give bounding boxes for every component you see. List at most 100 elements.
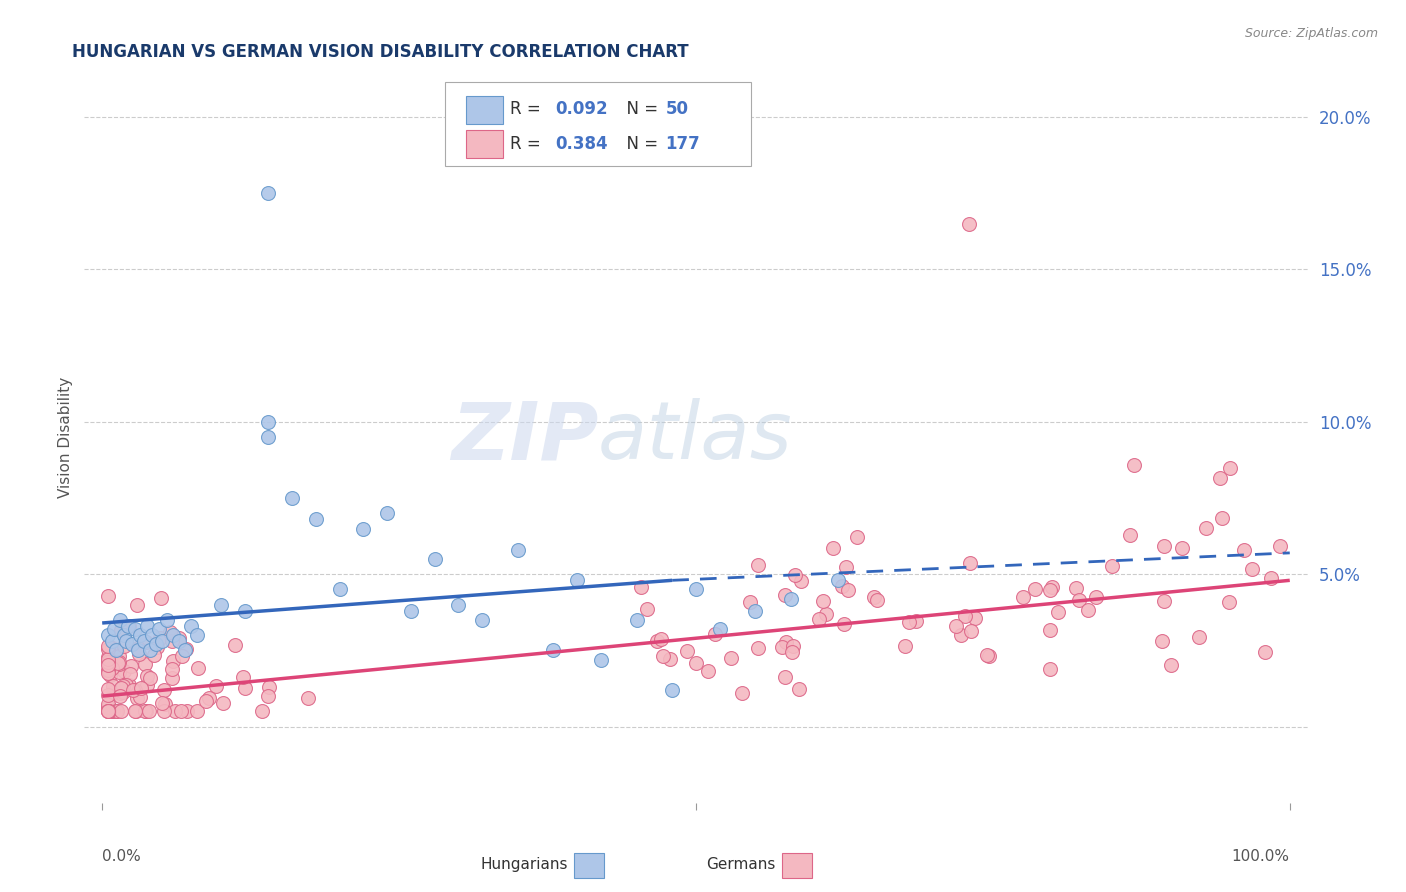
- Point: [780, 591, 803, 606]
- Point: [731, 686, 754, 700]
- Point: [134, 705, 156, 719]
- Point: [120, 659, 142, 673]
- Point: [138, 643, 160, 657]
- Point: [153, 697, 176, 711]
- Point: [100, 634, 122, 648]
- Point: [837, 583, 859, 598]
- Point: [1101, 558, 1123, 573]
- Point: [1208, 471, 1230, 485]
- Point: [1064, 581, 1087, 595]
- Point: [107, 656, 129, 670]
- Point: [953, 609, 976, 624]
- Point: [131, 681, 153, 695]
- Point: [98, 705, 121, 719]
- Point: [98, 668, 121, 682]
- Text: atlas: atlas: [598, 398, 793, 476]
- Point: [162, 654, 184, 668]
- Point: [169, 705, 191, 719]
- Point: [661, 683, 683, 698]
- Point: [1233, 543, 1256, 558]
- Point: [134, 657, 156, 671]
- Point: [1153, 594, 1175, 608]
- Point: [789, 682, 811, 697]
- Text: Hungarians: Hungarians: [479, 857, 568, 872]
- Point: [127, 641, 149, 656]
- Point: [976, 648, 998, 662]
- Point: [165, 705, 187, 719]
- Point: [257, 186, 280, 201]
- Point: [709, 622, 731, 636]
- Point: [945, 619, 967, 633]
- FancyBboxPatch shape: [574, 853, 605, 878]
- Point: [110, 705, 132, 719]
- Point: [959, 556, 981, 570]
- Point: [823, 541, 845, 555]
- Point: [352, 521, 374, 535]
- Point: [187, 660, 209, 674]
- Point: [1153, 539, 1175, 553]
- Point: [160, 662, 183, 676]
- Point: [471, 613, 494, 627]
- Point: [127, 599, 149, 613]
- Point: [97, 700, 120, 714]
- Point: [770, 640, 793, 654]
- Point: [97, 628, 120, 642]
- Point: [97, 705, 120, 719]
- Point: [186, 628, 208, 642]
- Text: R =: R =: [510, 100, 546, 118]
- Point: [252, 705, 274, 719]
- Point: [101, 684, 124, 698]
- Point: [97, 705, 120, 719]
- Point: [950, 628, 973, 642]
- Text: R =: R =: [510, 135, 546, 153]
- Point: [1188, 630, 1211, 644]
- Point: [97, 656, 120, 670]
- Text: 0.092: 0.092: [555, 100, 607, 118]
- Point: [720, 650, 742, 665]
- Point: [125, 690, 148, 705]
- Text: 0.384: 0.384: [555, 135, 607, 153]
- Point: [1011, 590, 1033, 604]
- Point: [108, 665, 131, 679]
- Point: [118, 666, 141, 681]
- Point: [162, 628, 184, 642]
- Point: [305, 512, 328, 526]
- Point: [97, 639, 120, 653]
- Point: [257, 415, 280, 429]
- Text: N =: N =: [616, 100, 664, 118]
- Point: [232, 670, 254, 684]
- Point: [97, 658, 120, 673]
- Point: [209, 598, 232, 612]
- Point: [174, 642, 197, 657]
- Point: [135, 669, 157, 683]
- Point: [212, 696, 235, 710]
- Point: [127, 643, 149, 657]
- Point: [224, 638, 246, 652]
- Point: [1024, 582, 1046, 596]
- Point: [1160, 657, 1182, 672]
- Point: [97, 698, 120, 712]
- Point: [835, 559, 858, 574]
- Point: [659, 651, 682, 665]
- Point: [107, 649, 129, 664]
- Point: [827, 574, 849, 588]
- Point: [630, 580, 652, 594]
- Point: [685, 582, 707, 597]
- Point: [167, 631, 190, 645]
- Point: [685, 656, 707, 670]
- Point: [811, 593, 834, 607]
- Point: [1219, 461, 1241, 475]
- Point: [1039, 582, 1062, 597]
- Point: [138, 705, 160, 719]
- Point: [960, 624, 983, 638]
- Point: [121, 637, 143, 651]
- Point: [135, 635, 157, 649]
- Point: [112, 628, 135, 642]
- Point: [1039, 623, 1062, 637]
- Point: [97, 688, 120, 702]
- Text: 100.0%: 100.0%: [1232, 848, 1289, 863]
- Point: [97, 652, 120, 666]
- Point: [103, 644, 125, 658]
- Point: [1260, 570, 1282, 584]
- Point: [150, 696, 173, 710]
